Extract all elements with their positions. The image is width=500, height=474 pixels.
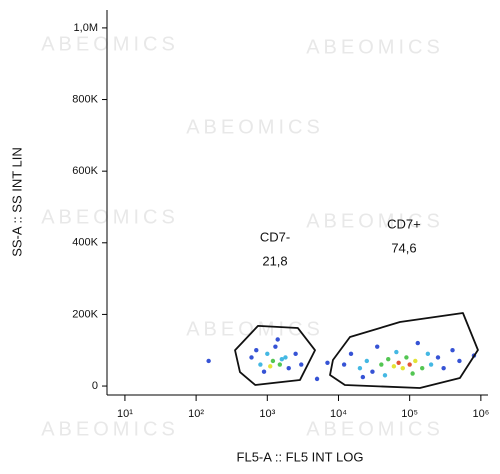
event-point [314, 376, 320, 382]
watermark: ABEOMICS [41, 418, 179, 440]
watermark: ABEOMICS [306, 418, 444, 440]
event-point [364, 358, 370, 364]
event-point [277, 362, 283, 367]
watermark: ABEOMICS [306, 36, 444, 58]
event-point [299, 362, 304, 367]
event-point [386, 356, 391, 362]
event-point [396, 360, 401, 365]
y-tick-label: 800K [72, 93, 98, 105]
event-point [275, 337, 280, 342]
event-point [410, 371, 415, 376]
event-point [415, 340, 420, 346]
x-tick-label: 10³ [259, 408, 275, 420]
event-point [254, 348, 259, 353]
event-point [450, 348, 455, 353]
event-point [258, 362, 263, 367]
event-point [283, 355, 288, 360]
event-point [394, 349, 399, 355]
watermark: ABEOMICS [186, 318, 324, 340]
event-point [382, 373, 388, 378]
event-point [407, 362, 412, 367]
watermark: ABEOMICS [306, 210, 444, 232]
x-tick-label: 10¹ [117, 408, 133, 420]
event-point [273, 344, 278, 349]
event-point [325, 360, 330, 365]
event-point [265, 351, 270, 357]
y-tick-label: 200K [72, 308, 98, 320]
event-point [379, 362, 384, 367]
event-point [279, 356, 285, 362]
x-tick-label: 10⁵ [401, 408, 418, 420]
event-point [357, 365, 363, 371]
gate [234, 324, 316, 386]
event-point [268, 364, 273, 369]
event-point [249, 355, 254, 360]
x-tick-label: 10⁴ [330, 408, 347, 420]
event-point [261, 369, 267, 374]
event-point [293, 351, 298, 357]
event-point [428, 362, 434, 367]
y-tick-label: 600K [72, 165, 98, 177]
x-tick-label: 10² [188, 408, 204, 420]
gate-percent: 74,6 [391, 240, 416, 255]
gate-name: CD7- [260, 229, 290, 244]
x-tick-label: 10⁶ [472, 408, 489, 420]
event-point [270, 358, 276, 364]
event-point [370, 369, 375, 374]
gate-percent: 21,8 [262, 253, 287, 268]
y-axis-label: SS-A :: SS INT LIN [9, 147, 24, 257]
event-point [441, 365, 446, 371]
event-point [420, 365, 425, 371]
event-point [457, 358, 462, 364]
y-tick-label: 0 [92, 380, 98, 392]
x-axis-label: FL5-A :: FL5 INT LOG [237, 449, 364, 464]
event-point [391, 364, 397, 369]
y-tick-label: 1,0M [74, 22, 98, 34]
gate [329, 312, 479, 389]
event-point [286, 365, 291, 371]
event-point [341, 362, 347, 367]
event-point [425, 351, 431, 357]
event-point [375, 344, 380, 349]
y-tick-label: 400K [72, 237, 98, 249]
gate-name: CD7+ [387, 216, 421, 231]
event-point [400, 365, 405, 371]
event-point [435, 355, 441, 360]
event-point [348, 351, 354, 357]
event-point [206, 358, 211, 364]
watermark: ABEOMICS [41, 33, 179, 55]
watermark: ABEOMICS [41, 206, 179, 228]
event-point [360, 374, 366, 380]
watermark: ABEOMICS [186, 116, 324, 138]
event-point [413, 358, 418, 364]
event-point [404, 355, 409, 360]
